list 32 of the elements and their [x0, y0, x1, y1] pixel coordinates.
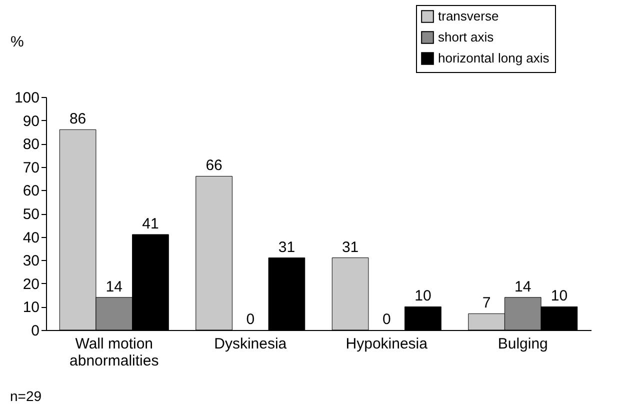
data-label: 0 [382, 311, 391, 328]
data-label: 31 [342, 238, 359, 256]
data-label: 10 [414, 288, 432, 305]
data-label: 10 [550, 288, 568, 305]
data-label: 86 [69, 110, 86, 128]
x-tick-label: Bulging [498, 336, 548, 352]
y-tick-label: 100 [14, 90, 40, 106]
y-tick-label: 10 [22, 299, 40, 316]
y-tick-label: 80 [22, 136, 40, 154]
y-axis-title: % [10, 34, 24, 50]
legend-label: short axis [438, 30, 494, 44]
y-tick-label: 30 [22, 252, 40, 270]
data-label: 0 [246, 311, 255, 328]
data-label: 14 [514, 278, 532, 296]
data-label: 14 [106, 278, 122, 296]
legend-label: transverse [438, 8, 499, 24]
data-label: 41 [142, 215, 159, 232]
legend-label: horizontal long axis [438, 50, 550, 66]
x-tick-label: Wall motion abnormalities [70, 336, 159, 370]
data-label: 66 [206, 157, 222, 174]
y-tick-label: 60 [22, 182, 40, 200]
y-tick-label: 40 [22, 229, 40, 246]
x-tick-label: Hypokinesia [346, 336, 428, 352]
y-tick-label: 90 [22, 112, 40, 130]
x-tick-label: Dyskinesia [214, 336, 288, 352]
data-label: 31 [278, 238, 296, 256]
y-tick-label: 70 [22, 159, 40, 176]
y-tick-label: 0 [31, 322, 40, 340]
text: n=29 [10, 388, 42, 404]
data-label: 7 [482, 294, 491, 312]
y-tick-label: 50 [22, 206, 40, 223]
y-tick-label: 20 [22, 276, 40, 293]
